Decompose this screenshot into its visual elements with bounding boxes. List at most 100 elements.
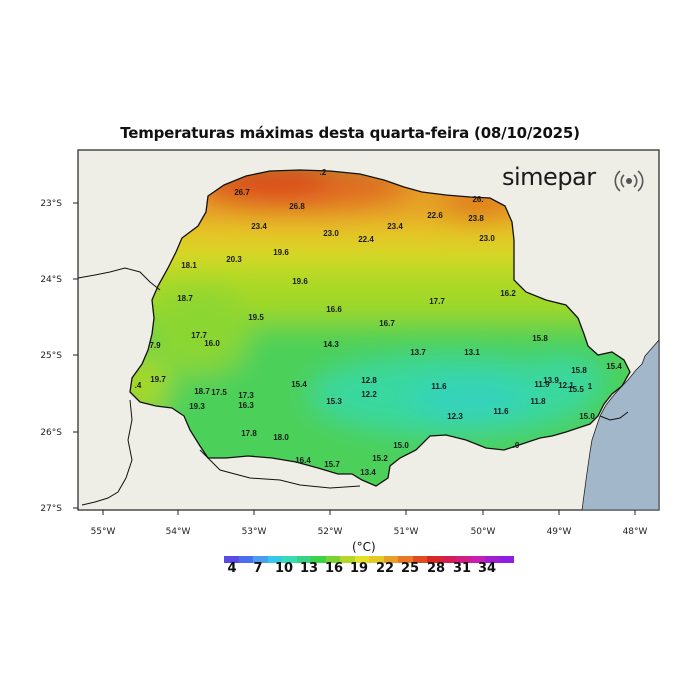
station-value: 17.7 xyxy=(191,331,207,340)
colorbar-label: 22 xyxy=(375,561,395,576)
colorbar-label: 13 xyxy=(299,561,319,576)
station-value: 19.7 xyxy=(150,375,166,384)
station-value: 13.1 xyxy=(464,348,480,357)
station-value: 15.3 xyxy=(326,397,342,406)
lon-tick-label: 50°W xyxy=(471,527,496,537)
brand-logo: simepar xyxy=(502,163,596,191)
station-value: 16.4 xyxy=(295,456,311,465)
lon-tick-label: 48°W xyxy=(623,527,648,537)
station-value: 15.8 xyxy=(532,334,548,343)
station-value: 16.6 xyxy=(326,305,342,314)
colorbar-label: 16 xyxy=(324,561,344,576)
station-value: 13.4 xyxy=(360,468,376,477)
colorbar-segment xyxy=(325,556,340,563)
colorbar-segment xyxy=(296,556,311,563)
state-outline xyxy=(129,169,631,487)
lon-tick-label: 52°W xyxy=(318,527,343,537)
station-value: 23.0 xyxy=(479,234,495,243)
station-value: 22.6 xyxy=(427,211,443,220)
station-labels: 26.7 26.8 .2 23.4 23.0 22.4 23.4 22.6 23.8 26. 23.… xyxy=(135,168,623,477)
colorbar-segment xyxy=(383,556,398,563)
colorbar-segment xyxy=(470,556,485,563)
colorbar-label: 28 xyxy=(426,561,446,576)
station-value: 17.3 xyxy=(238,391,254,400)
lon-tick-label: 55°W xyxy=(91,527,116,537)
station-value: 18.0 xyxy=(273,433,289,442)
colorbar-label: 31 xyxy=(452,561,472,576)
station-value: 19.3 xyxy=(189,402,205,411)
colorbar-label: 10 xyxy=(274,561,294,576)
station-value: 17.8 xyxy=(241,429,257,438)
station-value: 15.4 xyxy=(291,380,307,389)
station-value: 18.7 xyxy=(177,294,193,303)
station-value: 13.7 xyxy=(410,348,426,357)
station-value: .4 xyxy=(135,381,142,390)
lon-tick-label: 49°W xyxy=(547,527,572,537)
colorbar-segment xyxy=(369,556,384,563)
colorbar-segment xyxy=(238,556,253,563)
station-value: 23.4 xyxy=(251,222,267,231)
colorbar-label: 19 xyxy=(349,561,369,576)
colorbar-segment xyxy=(456,556,471,563)
lat-tick-label: 27°S xyxy=(40,504,62,514)
station-value: 15.2 xyxy=(372,454,388,463)
station-value: 15.7 xyxy=(324,460,340,469)
colorbar-segment xyxy=(282,556,297,563)
map-axes: 55°W 54°W 53°W 52°W 51°W 50°W 49°W 48°W 23°S 24°S… xyxy=(40,199,647,537)
station-value: 1 xyxy=(588,382,593,391)
map-title: Temperaturas máximas desta quarta-feira … xyxy=(120,124,580,142)
station-value: 12.2 xyxy=(361,390,377,399)
lon-tick-label: 54°W xyxy=(166,527,191,537)
lon-tick-label: 51°W xyxy=(394,527,419,537)
station-value: 18.7 xyxy=(194,387,210,396)
colorbar-segment xyxy=(427,556,442,563)
colorbar-segment xyxy=(340,556,355,563)
station-value: 23.8 xyxy=(468,214,484,223)
station-value: 15.5 xyxy=(568,385,584,394)
colorbar-segment xyxy=(398,556,413,563)
colorbar-segment xyxy=(499,556,514,563)
station-value: 19.5 xyxy=(248,313,264,322)
station-value: 16.2 xyxy=(500,289,516,298)
station-value: 14.3 xyxy=(323,340,339,349)
station-value: 12.1 xyxy=(558,381,574,390)
colorbar-segment xyxy=(311,556,326,563)
station-value: 16.0 xyxy=(204,339,220,348)
station-value: 12.8 xyxy=(361,376,377,385)
station-value: 18.1 xyxy=(181,261,197,270)
station-value: 23.0 xyxy=(323,229,339,238)
station-value: .2 xyxy=(320,168,327,177)
colorbar-segment xyxy=(354,556,369,563)
colorbar-segment xyxy=(441,556,456,563)
station-value: 12.3 xyxy=(447,412,463,421)
station-value: 15.0 xyxy=(393,441,409,450)
station-value: 11.9 xyxy=(534,380,550,389)
colorbar-segment xyxy=(412,556,427,563)
station-value: 19.6 xyxy=(273,248,289,257)
station-value: 26.7 xyxy=(234,188,250,197)
colorbar xyxy=(224,556,514,563)
station-value: 16.3 xyxy=(238,401,254,410)
colorbar-unit: (°C) xyxy=(352,540,376,554)
station-value: 17.5 xyxy=(211,388,227,397)
station-value: 15.4 xyxy=(606,362,622,371)
station-value: 7.9 xyxy=(149,341,161,350)
station-value: 15.0 xyxy=(579,412,595,421)
station-value: 19.6 xyxy=(292,277,308,286)
station-value: 11.6 xyxy=(493,407,509,416)
lat-tick-label: 24°S xyxy=(40,275,62,285)
colorbar-segment xyxy=(267,556,282,563)
lat-tick-label: 26°S xyxy=(40,428,62,438)
station-value: 13.9 xyxy=(543,376,559,385)
colorbar-segment xyxy=(253,556,268,563)
station-value: 22.4 xyxy=(358,235,374,244)
station-value: 11.8 xyxy=(530,397,546,406)
station-value: 17.7 xyxy=(429,297,445,306)
signal-icon xyxy=(614,170,644,192)
lat-tick-label: 25°S xyxy=(40,351,62,361)
station-value: 16.7 xyxy=(379,319,395,328)
borders xyxy=(77,267,629,506)
station-value: 23.4 xyxy=(387,222,403,231)
colorbar-label: 7 xyxy=(253,561,263,576)
